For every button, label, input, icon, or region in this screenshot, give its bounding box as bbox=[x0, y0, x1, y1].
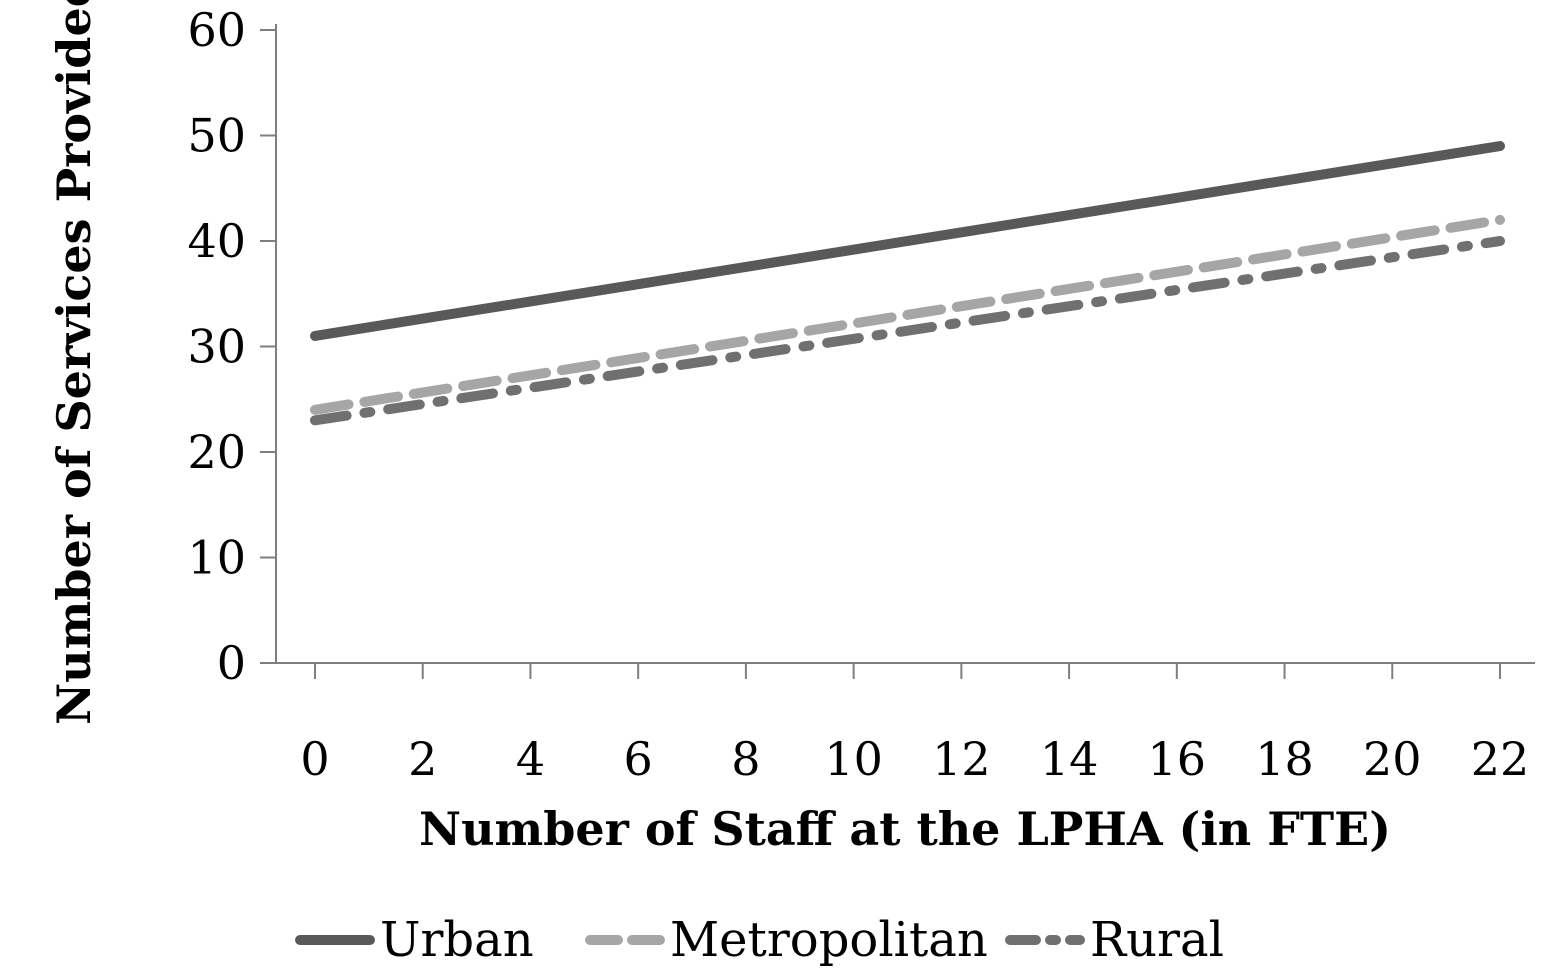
x-tick-label: 6 bbox=[624, 732, 653, 786]
x-tick-label: 0 bbox=[300, 732, 329, 786]
y-tick-label: 60 bbox=[187, 3, 246, 57]
series-line-metropolitan bbox=[310, 214, 1505, 415]
y-tick-label: 30 bbox=[187, 320, 246, 374]
x-tick-label: 20 bbox=[1363, 732, 1422, 786]
y-tick-label: 40 bbox=[187, 214, 246, 268]
x-tick-label: 4 bbox=[516, 732, 545, 786]
y-axis-title: Number of Services Provided bbox=[47, 0, 101, 725]
x-tick-label: 14 bbox=[1040, 732, 1099, 786]
series-line-urban bbox=[310, 141, 1505, 341]
x-tick-label: 8 bbox=[731, 732, 760, 786]
x-tick-label: 18 bbox=[1255, 732, 1314, 786]
legend-label-rural: Rural bbox=[1090, 912, 1224, 968]
x-tick-label: 12 bbox=[932, 732, 991, 786]
y-tick-label: 50 bbox=[187, 109, 246, 163]
legend: Urban Metropolitan Rural bbox=[295, 912, 1224, 968]
y-tick-label: 0 bbox=[217, 636, 246, 690]
x-tick-label: 2 bbox=[408, 732, 437, 786]
series-line-rural bbox=[310, 236, 1505, 426]
x-axis-title: Number of Staff at the LPHA (in FTE) bbox=[419, 802, 1391, 856]
series-lines bbox=[310, 141, 1505, 426]
axes: 0 10 20 30 40 50 60 0 2 4 6 8 10 12 14 16 18 20 22 bbox=[187, 3, 1535, 786]
x-tick-label: 16 bbox=[1148, 732, 1207, 786]
x-tick-label: 10 bbox=[824, 732, 883, 786]
x-tick-label: 22 bbox=[1471, 732, 1530, 786]
legend-label-urban: Urban bbox=[380, 912, 534, 968]
y-tick-label: 10 bbox=[187, 531, 246, 585]
y-tick-label: 20 bbox=[187, 425, 246, 479]
legend-label-metropolitan: Metropolitan bbox=[670, 912, 988, 968]
